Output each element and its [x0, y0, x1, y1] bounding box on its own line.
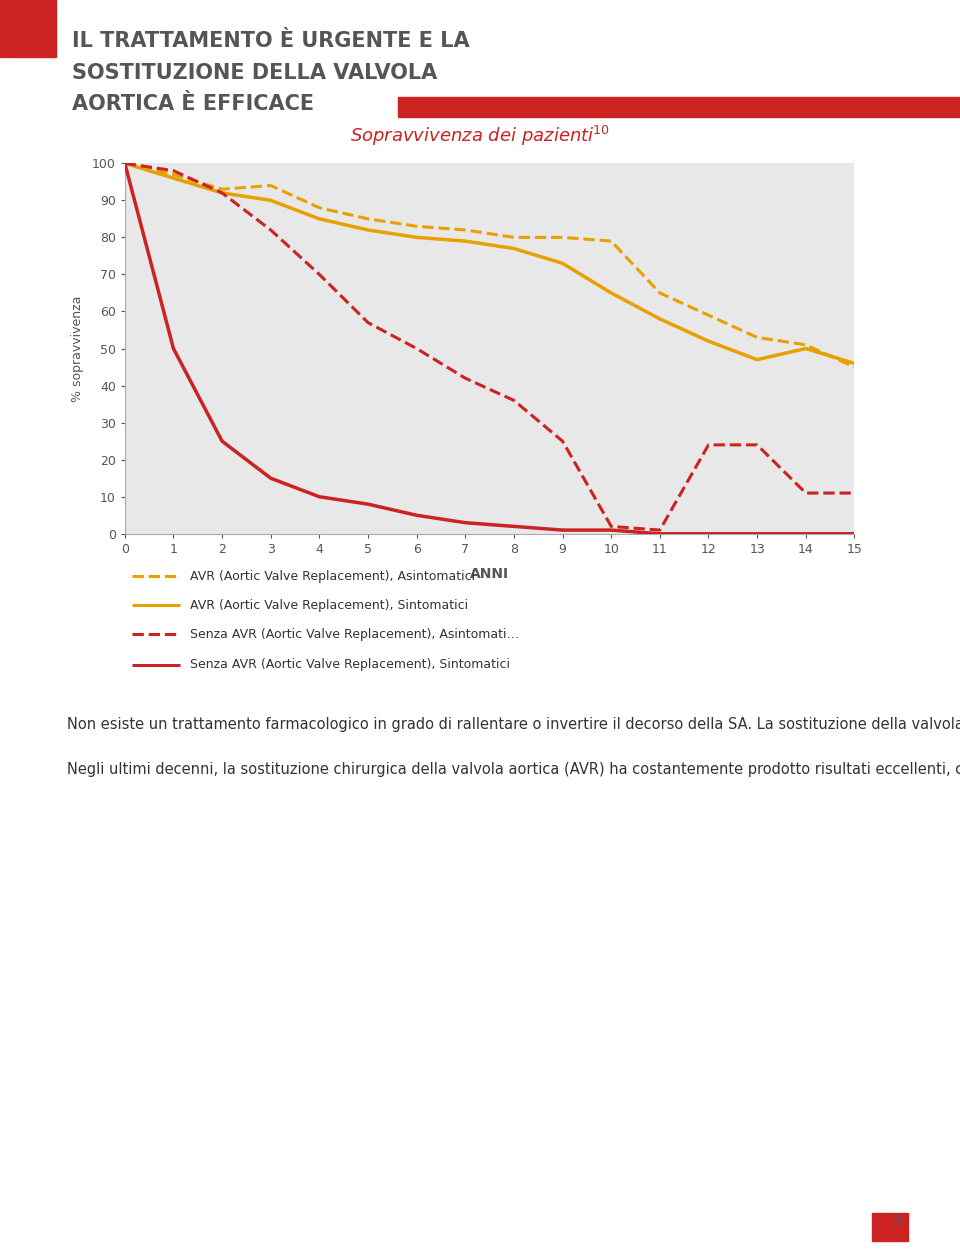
Text: 5: 5	[893, 1213, 902, 1228]
Text: Sopravvivenza dei pazienti$^{10}$: Sopravvivenza dei pazienti$^{10}$	[350, 124, 610, 148]
Text: AVR (Aortic Valve Replacement), Sintomatici: AVR (Aortic Valve Replacement), Sintomat…	[190, 599, 468, 612]
Text: SOSTITUZIONE DELLA VALVOLA: SOSTITUZIONE DELLA VALVOLA	[72, 63, 437, 83]
Text: AVR (Aortic Valve Replacement), Asintomatici: AVR (Aortic Valve Replacement), Asintoma…	[190, 570, 475, 583]
Text: Senza AVR (Aortic Valve Replacement), Asintomati…: Senza AVR (Aortic Valve Replacement), As…	[190, 628, 519, 641]
X-axis label: ANNI: ANNI	[470, 566, 509, 582]
Y-axis label: % sopravvivenza: % sopravvivenza	[71, 295, 84, 402]
Text: Non esiste un trattamento farmacologico in grado di rallentare o invertire il de: Non esiste un trattamento farmacologico …	[67, 716, 960, 776]
Text: IL TRATTAMENTO È URGENTE E LA: IL TRATTAMENTO È URGENTE E LA	[72, 31, 469, 51]
Text: AORTICA È EFFICACE: AORTICA È EFFICACE	[72, 94, 314, 114]
Text: Senza AVR (Aortic Valve Replacement), Sintomatici: Senza AVR (Aortic Valve Replacement), Si…	[190, 658, 511, 671]
